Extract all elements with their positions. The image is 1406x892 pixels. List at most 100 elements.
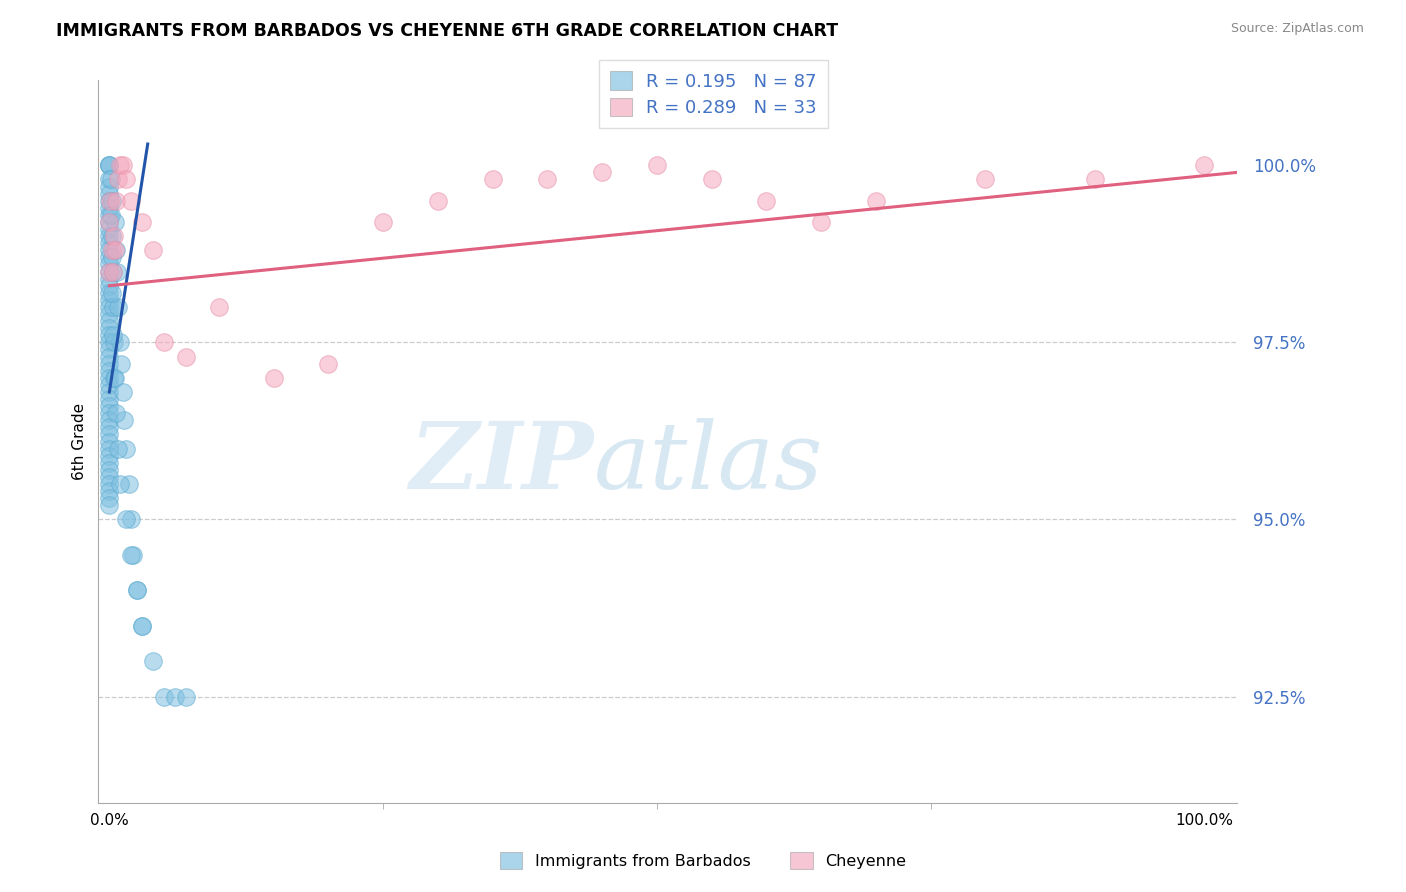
Point <box>107 172 129 186</box>
Point <box>120 512 142 526</box>
Point <box>100 172 122 186</box>
Point <box>142 654 165 668</box>
Point <box>98 498 121 512</box>
Point <box>98 456 121 470</box>
Point <box>98 314 121 328</box>
Point <box>98 491 121 506</box>
Point <box>104 406 127 420</box>
Point <box>645 158 668 172</box>
Point <box>98 285 121 300</box>
Point <box>110 477 132 491</box>
Text: atlas: atlas <box>593 418 824 508</box>
Point <box>98 343 121 357</box>
Point <box>98 484 121 499</box>
Point <box>120 548 142 562</box>
Point <box>104 244 127 258</box>
Point <box>98 271 121 285</box>
Point <box>98 413 121 427</box>
Point <box>98 335 121 350</box>
Point <box>111 384 134 399</box>
Point <box>591 165 613 179</box>
Point <box>98 244 121 258</box>
Point <box>103 328 125 343</box>
Point <box>111 158 134 172</box>
Point <box>98 179 121 194</box>
Point <box>98 377 121 392</box>
Point <box>100 194 122 208</box>
Point <box>98 384 121 399</box>
Point <box>98 399 121 413</box>
Point <box>263 371 285 385</box>
Point <box>100 244 122 258</box>
Point <box>865 194 887 208</box>
Point <box>120 194 142 208</box>
Point <box>98 371 121 385</box>
Point <box>98 215 121 229</box>
Point <box>153 690 176 704</box>
Point <box>98 158 121 172</box>
Point <box>131 618 153 632</box>
Point <box>98 350 121 364</box>
Point <box>98 300 121 314</box>
Point <box>174 350 197 364</box>
Point <box>165 690 187 704</box>
Point <box>98 215 121 229</box>
Point <box>103 335 125 350</box>
Point <box>1084 172 1107 186</box>
Text: IMMIGRANTS FROM BARBADOS VS CHEYENNE 6TH GRADE CORRELATION CHART: IMMIGRANTS FROM BARBADOS VS CHEYENNE 6TH… <box>56 22 838 40</box>
Point <box>98 364 121 378</box>
Point <box>101 264 124 278</box>
Point <box>104 215 127 229</box>
Point <box>107 300 129 314</box>
Point <box>122 548 145 562</box>
Legend: Immigrants from Barbados, Cheyenne: Immigrants from Barbados, Cheyenne <box>494 846 912 875</box>
Point <box>174 690 197 704</box>
Point <box>100 251 122 265</box>
Point <box>755 194 778 208</box>
Point <box>98 357 121 371</box>
Point <box>98 264 121 278</box>
Point <box>142 244 165 258</box>
Point <box>103 371 125 385</box>
Point <box>101 285 124 300</box>
Point <box>125 583 148 598</box>
Point <box>318 357 340 371</box>
Point <box>98 229 121 244</box>
Point <box>112 413 135 427</box>
Point <box>98 321 121 335</box>
Point <box>98 463 121 477</box>
Point <box>810 215 832 229</box>
Point <box>104 244 127 258</box>
Point <box>98 201 121 215</box>
Point <box>98 194 121 208</box>
Point <box>100 194 122 208</box>
Point <box>98 293 121 307</box>
Point <box>110 335 132 350</box>
Point <box>98 427 121 442</box>
Point <box>114 172 136 186</box>
Text: Source: ZipAtlas.com: Source: ZipAtlas.com <box>1230 22 1364 36</box>
Point <box>98 158 121 172</box>
Point <box>114 512 136 526</box>
Point <box>98 470 121 484</box>
Point <box>98 328 121 343</box>
Point <box>107 442 129 456</box>
Point <box>373 215 395 229</box>
Point <box>103 229 125 244</box>
Point <box>101 300 124 314</box>
Point <box>974 172 997 186</box>
Point <box>426 194 449 208</box>
Point <box>481 172 503 186</box>
Point <box>98 236 121 251</box>
Point <box>98 158 121 172</box>
Point <box>536 172 558 186</box>
Point <box>105 264 128 278</box>
Point <box>100 229 122 244</box>
Point <box>98 208 121 222</box>
Point <box>98 307 121 321</box>
Point <box>98 406 121 420</box>
Point <box>98 449 121 463</box>
Point <box>131 215 153 229</box>
Point <box>700 172 723 186</box>
Point <box>98 251 121 265</box>
